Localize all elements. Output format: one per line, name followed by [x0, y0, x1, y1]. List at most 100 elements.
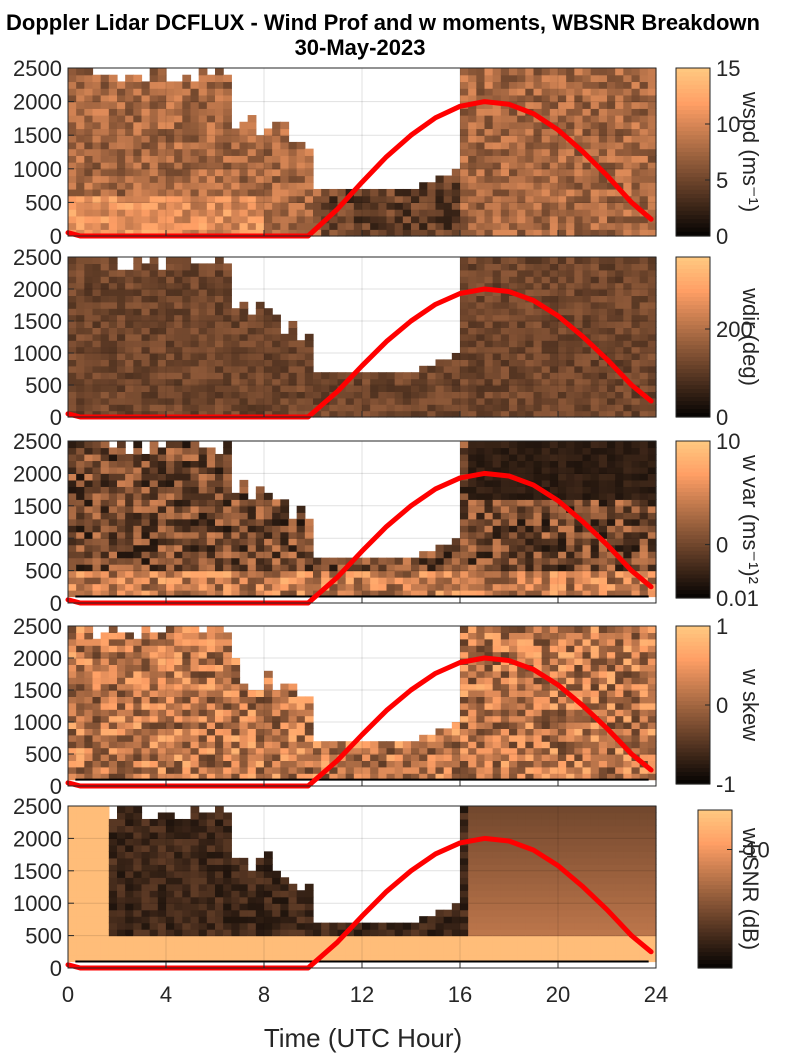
- heatmap-cell: [639, 447, 649, 455]
- heatmap-cell: [402, 378, 412, 386]
- heatmap-cell: [272, 135, 281, 143]
- heatmap-cell: [182, 378, 192, 386]
- heatmap-cell: [223, 340, 232, 348]
- heatmap-cell: [533, 282, 543, 290]
- heatmap-cell: [525, 441, 535, 449]
- heatmap-cell: [272, 544, 281, 552]
- heatmap-cell: [509, 263, 518, 271]
- heatmap-cell: [117, 441, 126, 449]
- heatmap-cell: [239, 168, 249, 177]
- heatmap-cell: [223, 88, 232, 96]
- heatmap-cell: [223, 773, 232, 781]
- heatmap-cell: [141, 460, 151, 468]
- heatmap-cell: [386, 222, 396, 230]
- heatmap-cell: [525, 359, 535, 367]
- heatmap-cell: [157, 715, 167, 723]
- heatmap-cell: [182, 564, 192, 572]
- heatmap-cell: [647, 492, 657, 500]
- heatmap-cell: [223, 690, 232, 697]
- heatmap-cell: [206, 658, 216, 665]
- colorbar-step: [676, 546, 710, 552]
- heatmap-cell: [288, 760, 298, 768]
- heatmap-cell: [206, 512, 216, 520]
- heatmap-cell: [460, 564, 469, 572]
- heatmap-cell: [468, 128, 477, 136]
- heatmap-cell: [141, 365, 151, 373]
- heatmap-cell: [647, 314, 657, 322]
- heatmap-cell: [247, 378, 257, 386]
- heatmap-cell: [378, 557, 388, 565]
- heatmap-cell: [174, 709, 183, 717]
- heatmap-cell: [468, 135, 477, 143]
- heatmap-cell: [264, 209, 273, 217]
- heatmap-cell: [141, 538, 151, 546]
- heatmap-cell: [133, 651, 143, 659]
- heatmap-cell: [255, 722, 265, 729]
- heatmap-cell: [288, 722, 298, 729]
- heatmap-cell: [206, 696, 216, 704]
- heatmap-cell: [541, 263, 551, 271]
- heatmap-cell: [517, 295, 526, 303]
- heatmap-cell: [639, 333, 649, 341]
- heatmap-cell: [206, 754, 216, 761]
- heatmap-cell: [247, 141, 257, 150]
- heatmap-cell: [468, 215, 477, 224]
- heatmap-cell: [549, 115, 559, 123]
- heatmap-cell: [288, 162, 298, 170]
- heatmap-cell: [100, 760, 110, 768]
- heatmap-cell: [541, 404, 551, 412]
- heatmap-cell: [280, 135, 290, 143]
- heatmap-cell: [264, 670, 273, 678]
- heatmap-cell: [68, 557, 77, 565]
- heatmap-cell: [166, 195, 175, 203]
- heatmap-cell: [639, 168, 649, 177]
- heatmap-cell: [223, 466, 232, 474]
- heatmap-cell: [313, 378, 322, 386]
- heatmap-cell: [100, 447, 110, 455]
- heatmap-cell: [190, 391, 200, 399]
- heatmap-cell: [206, 372, 216, 380]
- heatmap-cell: [84, 108, 94, 116]
- heatmap-cell: [84, 88, 94, 96]
- heatmap-cell: [541, 155, 551, 163]
- heatmap-cell: [190, 162, 200, 170]
- heatmap-cell: [313, 747, 322, 755]
- heatmap-cell: [639, 308, 649, 316]
- heatmap-cell: [272, 773, 281, 781]
- heatmap-cell: [329, 766, 339, 774]
- heatmap-cell: [476, 479, 486, 487]
- heatmap-cell: [476, 466, 486, 474]
- heatmap-cell: [231, 577, 241, 585]
- heatmap-cell: [247, 155, 257, 163]
- heatmap-cell: [174, 353, 183, 360]
- heatmap-cell: [647, 590, 657, 598]
- heatmap-cell: [549, 453, 559, 462]
- heatmap-cell: [117, 538, 126, 546]
- heatmap-cell: [92, 276, 102, 284]
- heatmap-cell: [402, 397, 412, 405]
- heatmap-cell: [598, 551, 608, 559]
- heatmap-cell: [468, 385, 477, 392]
- heatmap-cell: [247, 590, 257, 598]
- heatmap-cell: [247, 168, 257, 177]
- heatmap-cell: [631, 269, 641, 277]
- heatmap-cell: [623, 182, 633, 190]
- heatmap-cell: [296, 209, 306, 217]
- heatmap-cell: [639, 81, 649, 89]
- heatmap-cell: [435, 215, 445, 224]
- heatmap-cell: [541, 397, 551, 405]
- heatmap-cell: [492, 583, 502, 591]
- heatmap-cell: [321, 188, 330, 197]
- heatmap-cell: [100, 121, 110, 130]
- heatmap-cell: [223, 372, 232, 380]
- heatmap-cell: [68, 128, 77, 136]
- heatmap-cell: [639, 215, 649, 224]
- heatmap-cell: [149, 182, 159, 190]
- heatmap-cell: [533, 202, 543, 210]
- heatmap-cell: [174, 404, 183, 412]
- heatmap-cell: [476, 94, 486, 103]
- heatmap-cell: [460, 128, 469, 136]
- heatmap-cell: [239, 141, 249, 150]
- heatmap-cell: [223, 115, 232, 123]
- heatmap-cell: [141, 195, 151, 203]
